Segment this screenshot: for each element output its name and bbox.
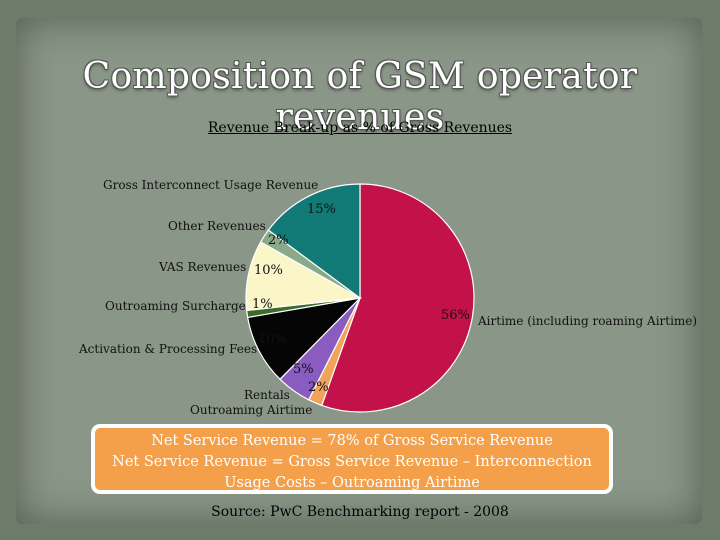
chart-title: Revenue Break-up as % of Gross Revenues — [207, 120, 513, 136]
note-line-3: Usage Costs – Outroaming Airtime — [224, 475, 480, 491]
slice-label-activation: Activation & Processing Fees — [79, 342, 258, 356]
slice-value-rentals: 5% — [293, 362, 314, 377]
slice-value-interconnect: 15% — [307, 202, 336, 217]
slice-value-outroaming-surcharge: 1% — [252, 297, 273, 312]
slide-title: Composition of GSM operator revenues — [82, 56, 638, 138]
pie-slice-0 — [320, 183, 475, 413]
slice-value-vas: 10% — [254, 263, 283, 278]
slice-label-rentals: Rentals — [244, 388, 290, 402]
revenue-note-box: Net Service Revenue = 78% of Gross Servi… — [91, 424, 613, 494]
slice-value-outroaming-airtime: 2% — [308, 380, 329, 395]
slice-value-other: 2% — [268, 233, 289, 248]
slice-label-airtime: Airtime (including roaming Airtime) — [478, 314, 698, 328]
note-line-1: Net Service Revenue = 78% of Gross Servi… — [151, 433, 553, 449]
source-note: Source: PwC Benchmarking report - 2008 — [211, 504, 509, 520]
slice-label-outroaming-airtime: Outroaming Airtime — [190, 403, 313, 417]
slice-label-outroaming-surcharge: Outroaming Surcharge — [105, 299, 246, 313]
slice-value-airtime: 56% — [441, 308, 470, 323]
slice-label-vas: VAS Revenues — [159, 260, 247, 274]
note-line-2: Net Service Revenue = Gross Service Reve… — [112, 454, 592, 470]
slice-value-activation: 10% — [258, 332, 287, 347]
pie-slice-7 — [267, 183, 361, 300]
slice-label-interconnect: Gross Interconnect Usage Revenue — [103, 178, 319, 192]
slice-label-other: Other Revenues — [168, 219, 266, 233]
